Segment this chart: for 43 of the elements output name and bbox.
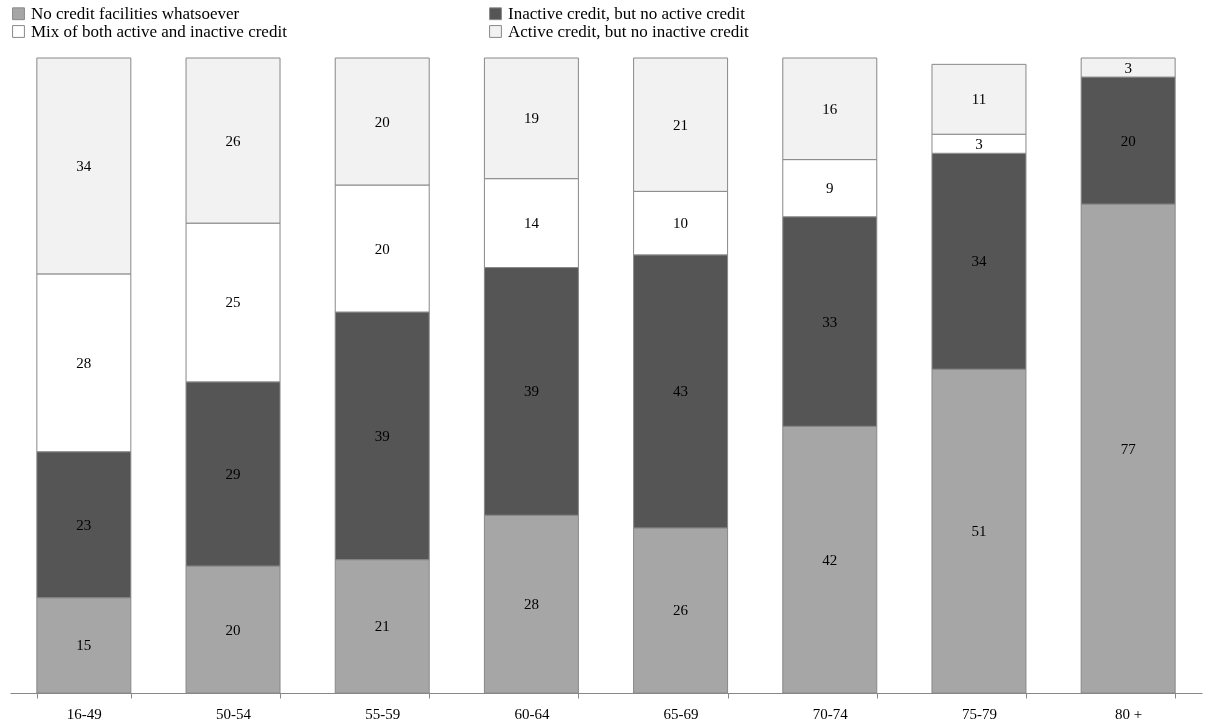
data-label: 20 [374, 240, 390, 257]
data-label: 77 [1120, 440, 1137, 457]
x-tick-label: 65-69 [663, 705, 699, 722]
data-label: 28 [76, 354, 92, 371]
data-label: 20 [374, 113, 390, 130]
data-label: 3 [1124, 59, 1132, 76]
data-label: 42 [822, 551, 838, 568]
legend-label: Inactive credit, but no active credit [508, 3, 746, 23]
data-label: 20 [1120, 132, 1136, 149]
x-tick-label: 70-74 [812, 705, 849, 722]
data-label: 20 [225, 621, 241, 638]
x-tick-label: 50-54 [216, 705, 252, 722]
data-label: 51 [971, 523, 987, 540]
data-label: 25 [225, 294, 241, 311]
legend-label: Active credit, but no inactive credit [508, 21, 750, 41]
data-label: 21 [374, 618, 390, 635]
x-tick-label: 16-49 [66, 705, 102, 722]
data-label: 43 [673, 383, 689, 400]
data-label: 26 [225, 132, 242, 149]
x-tick-label: 80 + [1115, 705, 1143, 722]
data-label: 28 [523, 596, 539, 613]
x-tick-label: 60-64 [514, 705, 550, 722]
data-label: 14 [523, 215, 540, 232]
data-label: 34 [76, 157, 92, 174]
data-label: 39 [523, 383, 539, 400]
data-label: 15 [76, 637, 92, 654]
legend-label: Mix of both active and inactive credit [31, 21, 288, 41]
data-label: 10 [673, 215, 689, 232]
data-label: 16 [822, 100, 838, 117]
data-label: 21 [673, 116, 689, 133]
x-tick-label: 75-79 [961, 705, 997, 722]
data-label: 19 [523, 110, 539, 127]
x-tick-label: 55-59 [365, 705, 401, 722]
data-label: 11 [971, 91, 987, 108]
data-label: 26 [673, 602, 689, 619]
legend-label: No credit facilities whatsoever [31, 3, 240, 23]
data-label: 29 [225, 465, 241, 482]
data-label: 9 [826, 180, 834, 197]
data-label: 34 [971, 253, 987, 270]
data-label: 39 [374, 427, 390, 444]
data-label: 23 [76, 516, 92, 533]
data-label: 3 [975, 135, 983, 152]
data-label: 33 [822, 313, 838, 330]
